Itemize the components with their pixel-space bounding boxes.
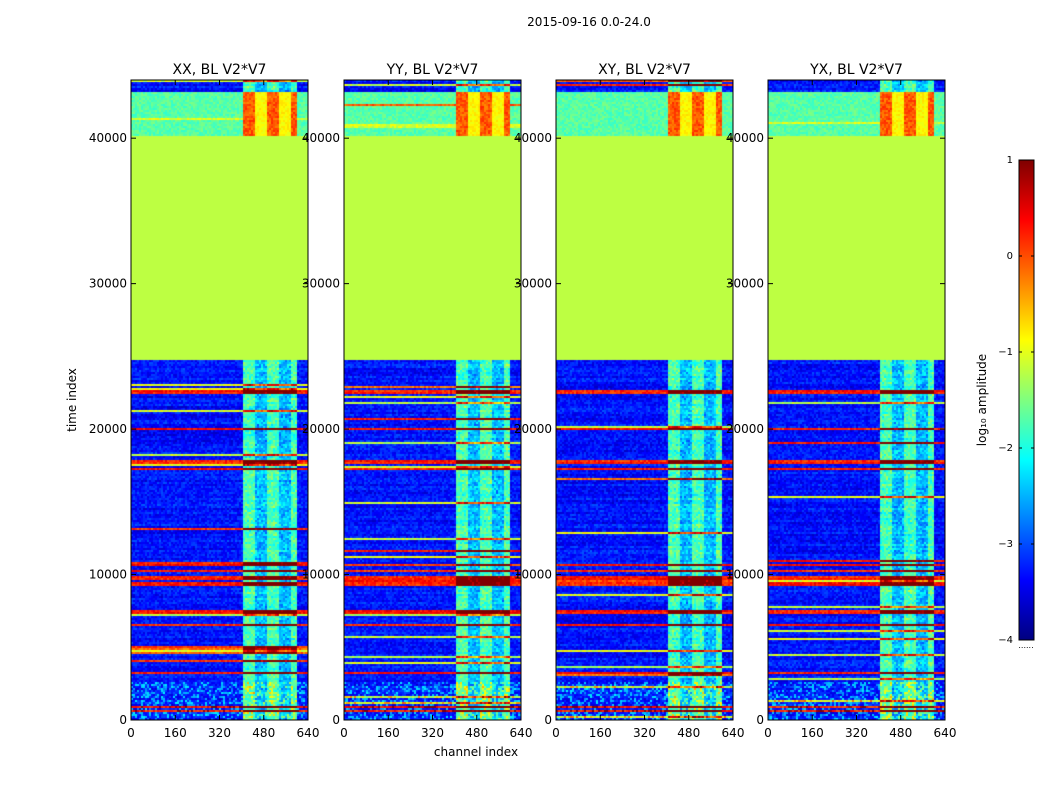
panel-title: YY, BL V2*V7 xyxy=(386,62,479,78)
heatmap-panel: YY, BL V2*V7 0 160 320 480 640 0 10000 20000 3000… xyxy=(302,62,533,740)
x-tick-label: 320 xyxy=(845,726,868,740)
y-tick-label: 30000 xyxy=(726,277,764,291)
y-tick-label: 30000 xyxy=(302,277,340,291)
colorbar-tick-label: 1 xyxy=(1007,155,1013,166)
x-axis-label: channel index xyxy=(434,745,518,759)
figure-suptitle: 2015-09-16 0.0-24.0 xyxy=(527,15,651,29)
colorbar-label: log₁₀ amplitude xyxy=(975,354,989,446)
colorbar-gradient xyxy=(1018,159,1035,641)
x-tick-label: 640 xyxy=(934,726,957,740)
colorbar: 1 0 −1 −2 −3 −4 log₁₀ amplitude ...... xyxy=(975,155,1035,650)
colorbar-tick-label: −3 xyxy=(998,539,1013,550)
heatmap-panel: XX, BL V2*V7 0 160 320 480 640 0 10000 20000 3000… xyxy=(89,62,320,740)
y-tick-label: 30000 xyxy=(514,277,552,291)
x-tick-label: 160 xyxy=(589,726,612,740)
y-tick-label: 40000 xyxy=(89,131,127,145)
x-tick-label: 0 xyxy=(127,726,135,740)
colorbar-tick-label: 0 xyxy=(1007,251,1013,262)
x-tick-label: 0 xyxy=(552,726,560,740)
y-tick-label: 30000 xyxy=(89,277,127,291)
panel-title: XX, BL V2*V7 xyxy=(173,62,267,78)
heatmap-image xyxy=(556,80,733,720)
y-tick-label: 20000 xyxy=(302,422,340,436)
colorbar-tick-label: −1 xyxy=(998,347,1013,358)
y-tick-label: 0 xyxy=(119,713,127,727)
heatmap-panel: XY, BL V2*V7 0 160 320 480 640 0 10000 20000 3000… xyxy=(514,62,745,740)
y-tick-label: 10000 xyxy=(89,568,127,582)
x-tick-label: 320 xyxy=(208,726,231,740)
y-tick-label: 10000 xyxy=(514,568,552,582)
y-tick-label: 40000 xyxy=(302,131,340,145)
y-tick-label: 40000 xyxy=(514,131,552,145)
y-tick-label: 0 xyxy=(544,713,552,727)
x-tick-label: 0 xyxy=(340,726,348,740)
panel-title: YX, BL V2*V7 xyxy=(809,62,903,78)
x-tick-label: 480 xyxy=(252,726,275,740)
y-tick-label: 10000 xyxy=(302,568,340,582)
colorbar-tick-label: −4 xyxy=(998,635,1013,646)
x-tick-label: 640 xyxy=(510,726,533,740)
x-tick-label: 160 xyxy=(164,726,187,740)
y-tick-label: 10000 xyxy=(726,568,764,582)
colorbar-tick-label: −2 xyxy=(998,443,1013,454)
heatmap-image xyxy=(131,80,308,720)
heatmap-image xyxy=(344,80,521,720)
heatmap-image xyxy=(768,80,945,720)
x-tick-label: 0 xyxy=(764,726,772,740)
x-tick-label: 480 xyxy=(677,726,700,740)
y-tick-label: 20000 xyxy=(514,422,552,436)
colorbar-footnote: ...... xyxy=(1018,641,1033,650)
y-tick-label: 0 xyxy=(756,713,764,727)
y-tick-label: 0 xyxy=(332,713,340,727)
x-tick-label: 480 xyxy=(889,726,912,740)
y-axis-label: time index xyxy=(65,368,79,432)
x-tick-label: 160 xyxy=(801,726,824,740)
x-tick-label: 640 xyxy=(722,726,745,740)
x-tick-label: 640 xyxy=(297,726,320,740)
y-tick-label: 40000 xyxy=(726,131,764,145)
x-tick-label: 320 xyxy=(421,726,444,740)
x-tick-label: 160 xyxy=(377,726,400,740)
x-tick-label: 320 xyxy=(633,726,656,740)
heatmap-panel: YX, BL V2*V7 0 160 320 480 640 0 10000 20000 3000… xyxy=(726,62,957,740)
x-tick-label: 480 xyxy=(465,726,488,740)
panel-title: XY, BL V2*V7 xyxy=(598,62,691,78)
y-tick-label: 20000 xyxy=(89,422,127,436)
y-tick-label: 20000 xyxy=(726,422,764,436)
